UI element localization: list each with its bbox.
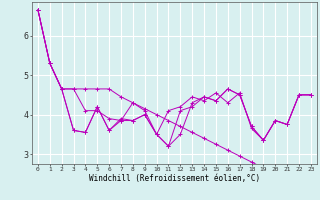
- X-axis label: Windchill (Refroidissement éolien,°C): Windchill (Refroidissement éolien,°C): [89, 174, 260, 183]
